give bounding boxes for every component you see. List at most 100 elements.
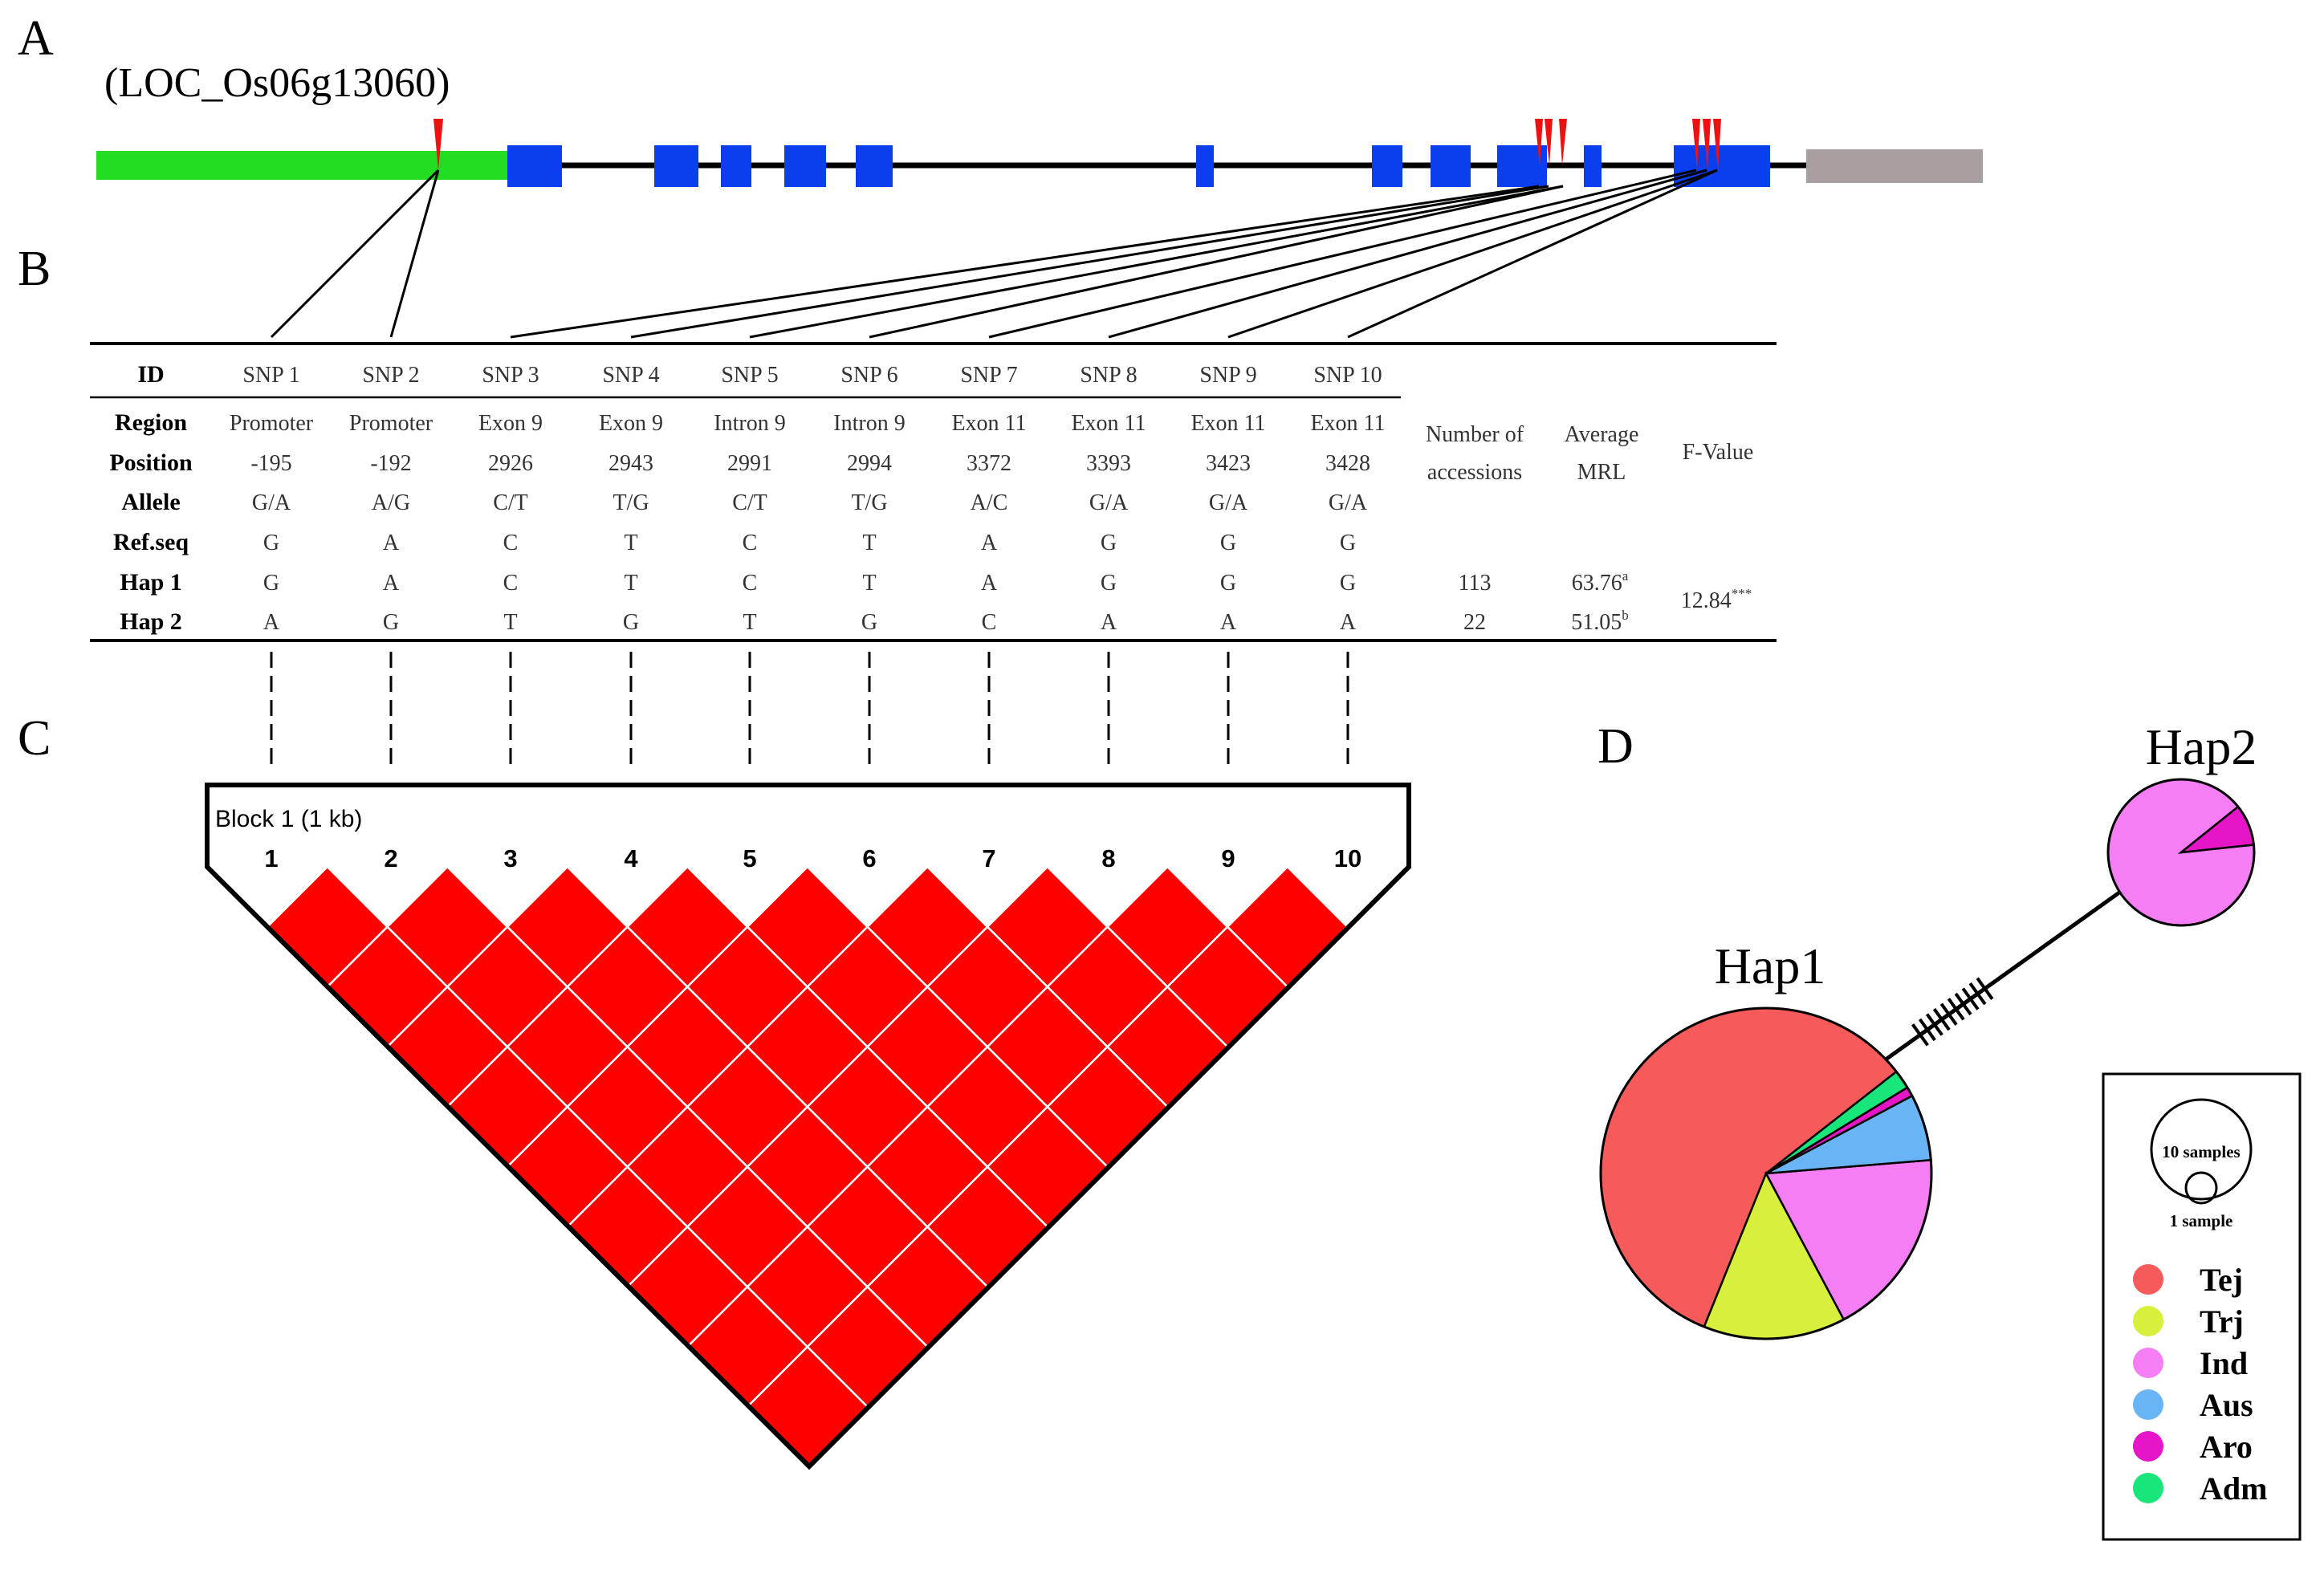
mutation-step — [1954, 992, 1972, 1016]
snp2-hap1: A — [383, 571, 400, 596]
snp2-region: Promoter — [349, 411, 433, 436]
snp4-allele: T/G — [613, 490, 649, 515]
exon — [1431, 145, 1471, 187]
legend-swatch-ind — [2133, 1348, 2163, 1378]
snp6-hap1: T — [862, 571, 876, 596]
row-label-allele: Allele — [121, 489, 180, 515]
snp-marker — [1559, 119, 1567, 165]
exon — [654, 145, 698, 187]
ld-marker-9: 9 — [1221, 844, 1235, 872]
snp6-region: Intron 9 — [833, 411, 905, 436]
haplotype-table: ID Region Position Allele Ref.seq Hap 1 … — [90, 342, 1777, 769]
ld-marker-3: 3 — [503, 844, 517, 872]
mutation-step — [1939, 1002, 1958, 1026]
mutation-step — [1947, 998, 1965, 1021]
hap2-label: Hap2 — [2146, 718, 2257, 775]
exon — [1196, 145, 1214, 187]
network-legend: 10 samples 1 sample Tej Trj Ind Aus Aro Adm — [2102, 1072, 2302, 1541]
snp-marker — [433, 119, 443, 170]
legend-label-aro: Aro — [2200, 1429, 2253, 1465]
exon — [1584, 145, 1602, 187]
snp-connector — [988, 169, 1697, 339]
mutation-step — [1961, 987, 1980, 1011]
snp-marker — [1535, 119, 1543, 165]
snp10-position: 3428 — [1325, 451, 1370, 476]
snp4-hap2: G — [623, 610, 639, 635]
snp5-ref: C — [743, 531, 758, 555]
legend-size-large — [2150, 1098, 2253, 1201]
legend-size-small-label: 1 sample — [2170, 1211, 2233, 1230]
hap2-accessions: 22 — [1463, 610, 1486, 635]
snp6-position: 2994 — [847, 451, 892, 476]
row-label-id: ID — [137, 361, 164, 388]
legend-swatch-aro — [2133, 1431, 2163, 1462]
network-link — [1873, 890, 2121, 1070]
legend-swatch-aus — [2133, 1389, 2163, 1420]
snp2-ref: A — [383, 531, 400, 555]
legend-label-aus: Aus — [2200, 1387, 2253, 1423]
haplotype-network: Hap1 Hap2 — [1599, 718, 2257, 1340]
snp-markers — [433, 119, 1721, 170]
snp2-allele: A/G — [372, 490, 410, 515]
snp6-hap2: G — [861, 610, 877, 635]
ld-marker-1: 1 — [264, 844, 278, 872]
snp6-allele: T/G — [851, 490, 887, 515]
snp10-hap1: G — [1340, 571, 1356, 596]
snp3-allele: C/T — [493, 490, 528, 515]
snp7-allele: A/C — [971, 490, 1008, 515]
snp10-hap2: A — [1340, 610, 1357, 635]
exon — [507, 145, 562, 187]
ld-block-label: Block 1 (1 kb) — [215, 806, 362, 832]
f-value-sup: *** — [1732, 586, 1752, 601]
accessions-header-2: accessions — [1427, 460, 1522, 485]
panel-label-a: A — [18, 11, 54, 66]
snp5-region: Intron 9 — [714, 411, 785, 436]
snp-connector — [630, 185, 1549, 339]
snp-connector — [749, 185, 1564, 339]
snp-connectors — [270, 169, 1718, 339]
fvalue-header: F-Value — [1683, 440, 1754, 465]
ld-block-outline — [205, 783, 1411, 1470]
snp4-hap1: T — [624, 571, 637, 596]
mutation-step — [1976, 977, 1994, 1000]
utr3-region — [1806, 149, 1983, 183]
snp-marker — [1703, 119, 1711, 170]
snp10-allele: G/A — [1329, 490, 1368, 515]
row-label-hap1: Hap 1 — [120, 569, 182, 596]
ld-marker-5: 5 — [743, 844, 756, 872]
snp9-allele: G/A — [1209, 490, 1248, 515]
row-label-refseq: Ref.seq — [113, 529, 189, 555]
legend-label-tej: Tej — [2200, 1262, 2243, 1298]
legend-swatch-adm — [2133, 1473, 2163, 1503]
snp9-hap2: A — [1220, 610, 1237, 635]
hap1-mrl-value: 63.76 — [1572, 571, 1622, 596]
f-value: 12.84*** — [1681, 586, 1752, 613]
snp1-region: Promoter — [230, 411, 314, 436]
snp-marker — [1713, 119, 1721, 170]
snp1-id: SNP 1 — [242, 363, 299, 388]
ld-marker-6: 6 — [862, 844, 876, 872]
ld-plot: Block 1 (1 kb) 1 2 3 4 5 6 7 8 9 10 — [205, 783, 1411, 1470]
snp10-region: Exon 11 — [1310, 411, 1385, 436]
snp3-region: Exon 9 — [478, 411, 543, 436]
row-label-hap2: Hap 2 — [120, 608, 182, 635]
snp1-hap2: A — [263, 610, 280, 635]
snp7-hap1: A — [981, 571, 998, 596]
hap2-mrl-sup: b — [1622, 608, 1629, 623]
ld-marker-2: 2 — [384, 844, 397, 872]
mutation-step — [1918, 1018, 1936, 1042]
legend-label-adm: Adm — [2200, 1470, 2267, 1507]
snp7-region: Exon 11 — [951, 411, 1026, 436]
snp7-position: 3372 — [967, 451, 1011, 476]
panel-label-b: B — [18, 242, 51, 296]
snp5-position: 2991 — [727, 451, 772, 476]
hap2-pie-outline — [2106, 778, 2256, 927]
row-label-position: Position — [109, 449, 193, 476]
snp8-allele: G/A — [1089, 490, 1129, 515]
hap1-mrl: 63.76a — [1572, 568, 1629, 596]
mutation-step — [1925, 1013, 1943, 1036]
gene-name: (LOC_Os06g13060) — [104, 60, 450, 106]
snp4-region: Exon 9 — [599, 411, 663, 436]
snp5-hap2: T — [743, 610, 756, 635]
